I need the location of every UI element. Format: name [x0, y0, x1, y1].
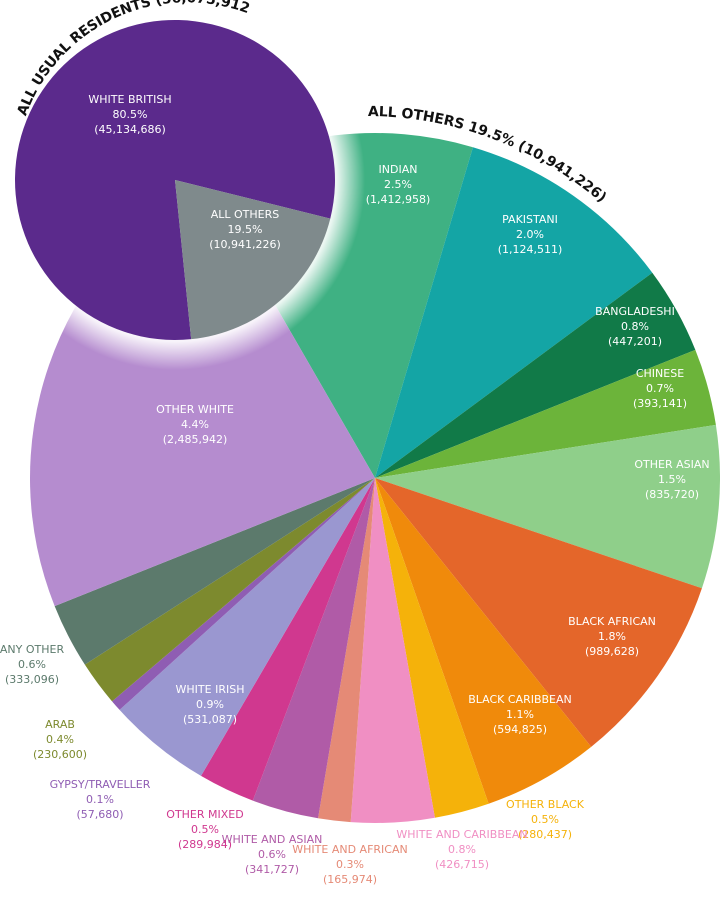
slice — [375, 478, 592, 804]
slice — [54, 478, 375, 665]
slice-percent: 0.8% — [448, 843, 476, 856]
slice-percent: 0.3% — [336, 858, 364, 871]
slice-label: OTHER ASIAN — [634, 458, 709, 471]
slice-percent: 1.1% — [506, 708, 534, 721]
slice-percent: 0.4% — [46, 733, 74, 746]
slice-value: (531,087) — [183, 713, 237, 726]
slice-value: (10,941,226) — [209, 238, 281, 251]
slice-value: (989,628) — [585, 645, 639, 658]
slice-label: OTHER BLACK — [506, 798, 585, 811]
slice — [252, 478, 375, 819]
slice — [350, 478, 435, 823]
slice — [119, 478, 375, 776]
slice — [375, 478, 702, 747]
slice-percent: 2.0% — [516, 228, 544, 241]
slice-percent: 0.1% — [86, 793, 114, 806]
slice — [375, 478, 489, 818]
slice-value: (2,485,942) — [163, 433, 228, 446]
big-pie: INDIAN 2.5% (1,412,958) PAKISTANI 2.0% (1,124… — [0, 133, 720, 886]
slice-label: WHITE AND AFRICAN — [292, 843, 407, 856]
slice-value: (289,984) — [178, 838, 232, 851]
slice-label: WHITE AND ASIAN — [222, 833, 323, 846]
slice — [112, 478, 375, 710]
slice-value: (45,134,686) — [94, 123, 166, 136]
slice — [201, 478, 375, 801]
slice-percent: 0.8% — [621, 320, 649, 333]
slice-label: OTHER MIXED — [166, 808, 243, 821]
slice — [375, 272, 696, 478]
slice — [375, 147, 653, 479]
slice-percent: 19.5% — [228, 223, 263, 236]
slice-value: (426,715) — [435, 858, 489, 871]
slice-value: (1,124,511) — [498, 243, 563, 256]
slice-label: BLACK AFRICAN — [568, 615, 656, 628]
slice-value: (230,600) — [33, 748, 87, 761]
slice-label: PAKISTANI — [502, 213, 558, 226]
slice-value: (594,825) — [493, 723, 547, 736]
slice-percent: 0.6% — [18, 658, 46, 671]
slice — [318, 478, 375, 823]
slice-label: OTHER WHITE — [156, 403, 234, 416]
slice-value: (1,412,958) — [366, 193, 431, 206]
slice-value: (835,720) — [645, 488, 699, 501]
slice-percent: 0.5% — [191, 823, 219, 836]
slice-percent: 0.6% — [258, 848, 286, 861]
slice-value: (447,201) — [608, 335, 662, 348]
slice-label: BLACK CARIBBEAN — [468, 693, 572, 706]
slice-value: (57,680) — [76, 808, 123, 821]
slice-label: INDIAN — [379, 163, 418, 176]
slice-percent: 1.5% — [658, 473, 686, 486]
slice — [375, 349, 716, 478]
slice-percent: 0.5% — [531, 813, 559, 826]
slice-label: WHITE BRITISH — [88, 93, 171, 106]
slice-value: (165,974) — [323, 873, 377, 886]
slice-percent: 0.9% — [196, 698, 224, 711]
slice-value: (393,141) — [633, 397, 687, 410]
slice-percent: 2.5% — [384, 178, 412, 191]
slice — [15, 19, 336, 340]
slice — [84, 478, 375, 702]
slice-percent: 1.8% — [598, 630, 626, 643]
slice-percent: 4.4% — [181, 418, 209, 431]
slice-label: WHITE AND CARIBBEAN — [396, 828, 527, 841]
slice-value: (280,437) — [518, 828, 572, 841]
slice-label: GYPSY/TRAVELLER — [50, 778, 151, 791]
slice-value: (333,096) — [5, 673, 59, 686]
slice-percent: 0.7% — [646, 382, 674, 395]
slice — [175, 180, 331, 340]
slice-label: WHITE IRISH — [176, 683, 245, 696]
small-pie: WHITE BRITISH 80.5% (45,134,686) ALL OTHERS… — [15, 19, 336, 340]
slice-label: ARAB — [45, 718, 75, 731]
slice-label: BANGLADESHI — [595, 305, 675, 318]
slice-value: (341,727) — [245, 863, 299, 876]
slice-label: ALL OTHERS — [211, 208, 280, 221]
slice-label: CHINESE — [636, 367, 684, 380]
slice — [375, 424, 720, 589]
slice-percent: 80.5% — [113, 108, 148, 121]
slice-label: ANY OTHER — [0, 643, 64, 656]
